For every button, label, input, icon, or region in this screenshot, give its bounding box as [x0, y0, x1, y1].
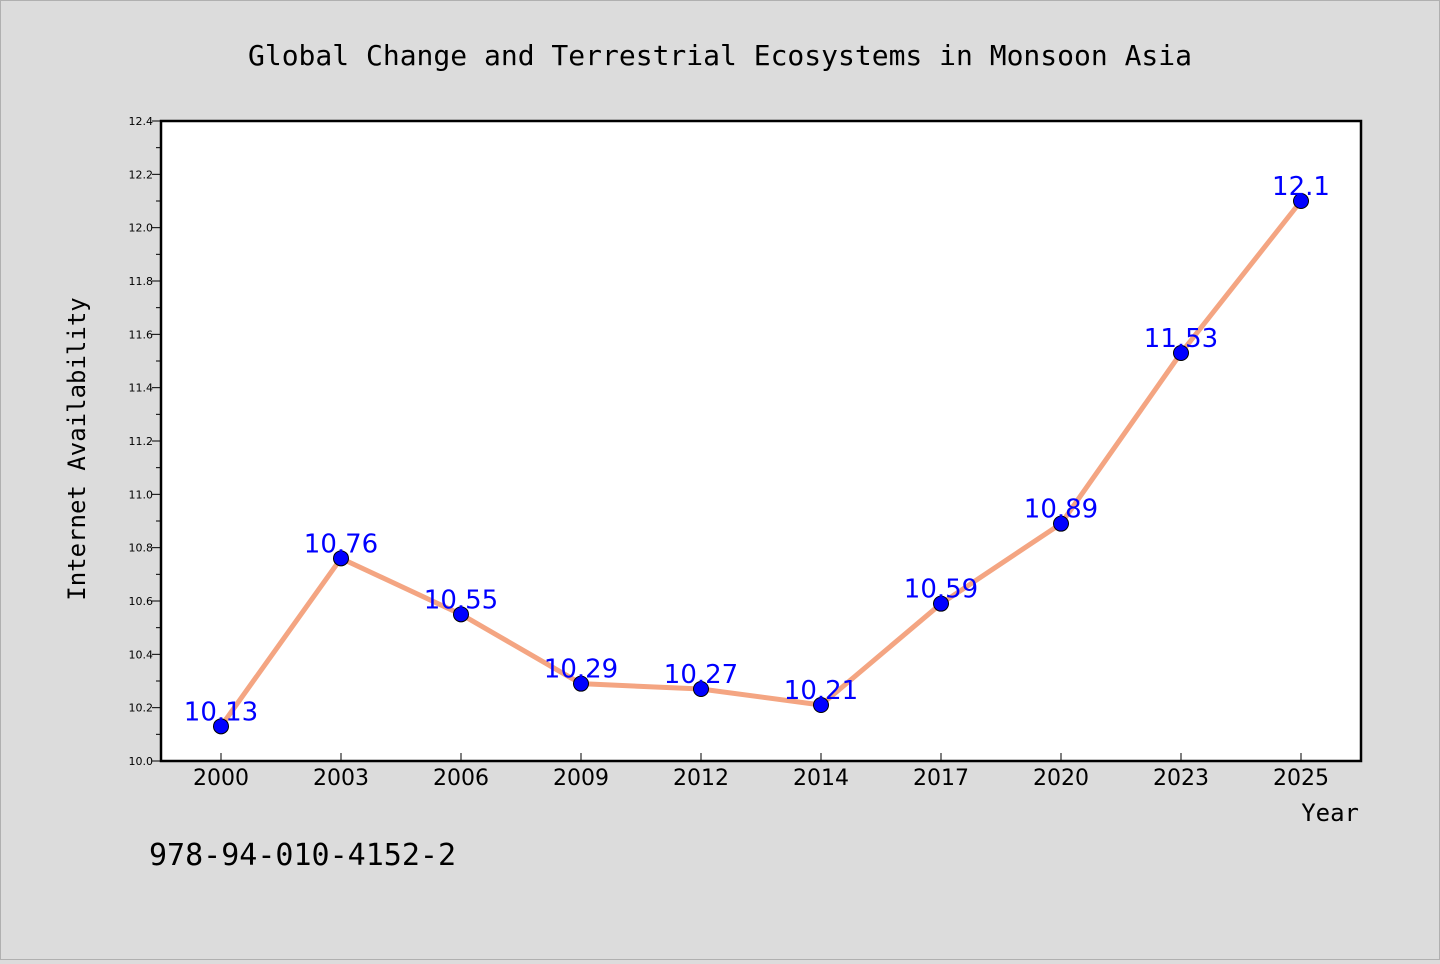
- y-tick-label: 10.8: [129, 542, 154, 555]
- x-tick-label: 2025: [1273, 766, 1329, 791]
- chart-title: Global Change and Terrestrial Ecosystems…: [248, 39, 1192, 72]
- y-tick-label: 11.0: [129, 488, 154, 501]
- y-tick-label: 11.8: [129, 275, 154, 288]
- data-point: [1293, 193, 1309, 209]
- data-label: 10.29: [544, 655, 618, 685]
- data-point: [453, 606, 469, 623]
- data-label: 12.1: [1272, 172, 1330, 202]
- x-axis-ticks: 2000 2003 2006 2009 2012 2014 2017 2020 2023 2025: [193, 753, 1329, 791]
- isbn-text: 978-94-010-4152-2: [149, 838, 456, 873]
- y-tick-label: 11.6: [129, 328, 154, 341]
- x-tick-label: 2023: [1153, 766, 1209, 791]
- x-tick-label: 2003: [313, 766, 369, 791]
- data-label: 10.21: [784, 676, 858, 706]
- data-label: 10.76: [304, 529, 378, 559]
- data-point: [813, 697, 829, 713]
- x-tick-label: 2006: [433, 766, 489, 791]
- data-label: 10.27: [664, 660, 738, 690]
- y-tick-label: 12.0: [129, 222, 154, 235]
- data-point: [1173, 345, 1189, 361]
- series-group: 10.13 10.76 10.55 10.29 10.27 10.21 10.59 10.89…: [184, 172, 1330, 735]
- plot-area: [159, 119, 1363, 763]
- x-tick-label: 2000: [193, 766, 249, 791]
- data-label: 10.13: [184, 697, 258, 727]
- data-point: [1053, 515, 1069, 532]
- y-tick-label: 12.2: [129, 168, 154, 181]
- data-label: 10.89: [1024, 495, 1098, 525]
- x-tick-label: 2012: [673, 766, 729, 791]
- y-tick-label: 11.2: [129, 435, 154, 448]
- x-tick-label: 2017: [913, 766, 969, 791]
- x-tick-label: 2009: [553, 766, 609, 791]
- data-point: [693, 681, 709, 697]
- y-tick-label: 12.4: [129, 115, 154, 128]
- x-tick-label: 2014: [793, 766, 849, 791]
- data-point: [333, 550, 349, 567]
- x-axis-label: Year: [1301, 799, 1359, 827]
- y-tick-label: 10.4: [129, 648, 154, 661]
- y-tick-label: 10.0: [129, 755, 154, 768]
- data-label: 10.59: [904, 575, 978, 605]
- data-point: [573, 675, 589, 692]
- data-point: [933, 595, 949, 612]
- x-tick-label: 2020: [1033, 766, 1089, 791]
- y-tick-label: 10.6: [129, 595, 154, 608]
- series-line: [218, 198, 1304, 729]
- y-axis-ticks: 10.0 10.2 10.4 10.6 10.8 11.0 11.2 11.4 11.6 11.8…: [129, 115, 161, 768]
- data-label: 11.53: [1144, 324, 1218, 354]
- data-label: 10.55: [424, 585, 498, 615]
- y-tick-label: 10.2: [129, 702, 154, 715]
- y-axis-label: Internet Availability: [63, 297, 91, 600]
- data-point: [213, 718, 229, 735]
- y-tick-label: 11.4: [129, 382, 154, 395]
